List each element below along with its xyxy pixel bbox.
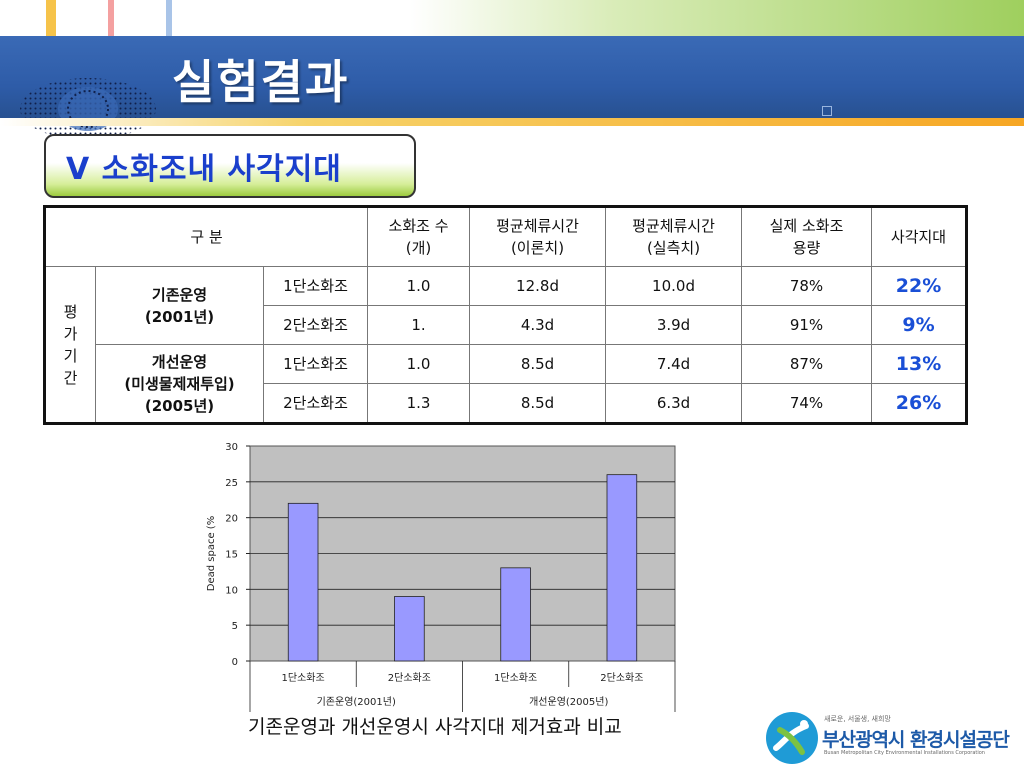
header-hrt-theory: 평균체류시간 (이론치) bbox=[469, 206, 607, 267]
results-table: 구 분 소화조 수 (개) 평균체류시간 (이론치) 평균체류시간 (실측치) … bbox=[43, 205, 969, 425]
hrt-measured: 10.0d bbox=[605, 266, 743, 306]
dead-space-value: 26% bbox=[871, 383, 968, 424]
dead-space-bar-chart: 0 5 10 15 20 25 30 1단소화조 2단소화조 1단소화조 2단소화조기존운영(200… bbox=[206, 442, 676, 712]
section-label: V 소화조내 사각지대 bbox=[44, 134, 416, 198]
header-hrt-measured: 평균체류시간 (실측치) bbox=[605, 206, 743, 267]
x-group-label: 기존운영(2001년) bbox=[317, 696, 396, 708]
x-tick-label: 1단소화조 bbox=[494, 672, 537, 684]
banner-underline bbox=[0, 118, 1024, 126]
hrt-measured: 6.3d bbox=[605, 383, 743, 424]
hrt-theory: 8.5d bbox=[469, 344, 607, 384]
dead-space-value: 22% bbox=[871, 266, 968, 306]
chart-caption: 기존운영과 개선운영시 사각지대 제거효과 비교 bbox=[248, 716, 622, 738]
header-dead-space: 사각지대 bbox=[871, 206, 968, 267]
section-label-text: V 소화조내 사각지대 bbox=[66, 152, 342, 187]
y-tick-label: 15 bbox=[225, 550, 238, 561]
table-row: 2단소화조 1.3 8.5d 6.3d 74% 26% bbox=[45, 383, 968, 424]
x-tick-label: 2단소화조 bbox=[600, 672, 643, 684]
bar bbox=[500, 567, 531, 662]
tank-count: 1.0 bbox=[367, 266, 471, 306]
header-category: 구 분 bbox=[43, 206, 369, 267]
y-axis-label: Dead space (% bbox=[206, 516, 217, 591]
y-tick-label: 20 bbox=[225, 514, 238, 525]
dead-space-value: 13% bbox=[871, 344, 968, 384]
tank-name: 1단소화조 bbox=[262, 266, 369, 306]
group-name: 개선운영 (미생물제재투입) (2005년) bbox=[95, 344, 264, 424]
hrt-theory: 12.8d bbox=[469, 266, 607, 306]
tank-count: 1. bbox=[367, 305, 471, 345]
page-title: 실험결과 bbox=[172, 55, 350, 109]
logo-emblem-icon bbox=[766, 712, 818, 764]
tank-count: 1.0 bbox=[367, 344, 471, 384]
tank-count: 1.3 bbox=[367, 383, 471, 424]
banner-square bbox=[822, 106, 832, 116]
table-row: 개선운영 (미생물제재투입) (2005년) 1단소화조 1.0 8.5d 7.… bbox=[45, 344, 968, 424]
actual-capacity: 91% bbox=[741, 305, 873, 345]
y-tick-label: 30 bbox=[225, 442, 238, 453]
tank-name: 2단소화조 bbox=[262, 305, 369, 345]
actual-capacity: 87% bbox=[741, 344, 873, 384]
actual-capacity: 78% bbox=[741, 266, 873, 306]
title-banner bbox=[0, 36, 1024, 140]
dotted-globe-icon bbox=[20, 78, 156, 140]
hrt-measured: 7.4d bbox=[605, 344, 743, 384]
table-row: 평 가 기 간 기존운영 (2001년) 1단소화조 1.0 12.8d 10.… bbox=[44, 266, 968, 424]
hrt-measured: 3.9d bbox=[605, 305, 743, 345]
hrt-theory: 8.5d bbox=[469, 383, 607, 424]
x-tick-label: 2단소화조 bbox=[388, 672, 431, 684]
table-row: 2단소화조 1. 4.3d 3.9d 91% 9% bbox=[45, 305, 968, 345]
actual-capacity: 74% bbox=[741, 383, 873, 424]
logo-name: 부산광역시 환경시설공단 bbox=[822, 729, 1010, 751]
y-tick-label: 10 bbox=[225, 585, 238, 596]
y-tick-label: 5 bbox=[232, 621, 238, 632]
tank-name: 1단소화조 bbox=[262, 344, 369, 384]
period-label: 평 가 기 간 bbox=[44, 266, 96, 424]
bar bbox=[287, 502, 319, 662]
header-actual-capacity: 실제 소화조 용량 bbox=[741, 206, 873, 267]
top-stripe bbox=[0, 0, 1024, 36]
x-group-label: 개선운영(2005년) bbox=[529, 696, 608, 708]
corporation-logo: 새로운, 서울생, 새희망 부산광역시 환경시설공단 Busan Metropo… bbox=[766, 710, 1016, 766]
y-tick-label: 25 bbox=[225, 478, 238, 489]
table-header-row: 구 분 소화조 수 (개) 평균체류시간 (이론치) 평균체류시간 (실측치) … bbox=[43, 206, 968, 267]
bar bbox=[394, 596, 425, 662]
y-tick-label: 0 bbox=[232, 657, 238, 668]
logo-english-name: Busan Metropolitan City Environmental In… bbox=[824, 750, 985, 756]
x-tick-label: 1단소화조 bbox=[282, 672, 325, 684]
group-name: 기존운영 (2001년) bbox=[95, 266, 264, 345]
logo-slogan: 새로운, 서울생, 새희망 bbox=[824, 715, 891, 723]
hrt-theory: 4.3d bbox=[469, 305, 607, 345]
header-tank-count: 소화조 수 (개) bbox=[367, 206, 471, 267]
bar bbox=[606, 474, 638, 662]
tank-name: 2단소화조 bbox=[262, 383, 369, 424]
dead-space-value: 9% bbox=[871, 305, 968, 345]
